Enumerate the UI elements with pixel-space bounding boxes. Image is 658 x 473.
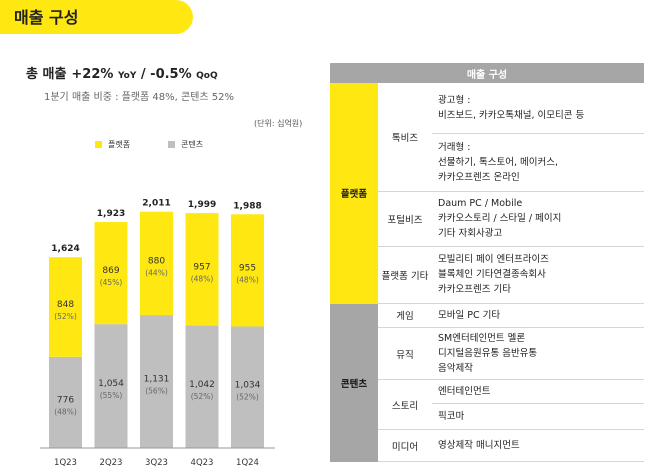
x-tick-label: 2Q23 [100, 458, 123, 468]
bar-platform [49, 257, 82, 357]
platform-value-label: 869 [102, 266, 119, 276]
legend-swatch-platform [95, 141, 102, 148]
row-label-tokbiz: 톡비즈 [378, 83, 432, 192]
revenue-composition-table: 매출 구성 플랫폼 톡비즈 광고형 : 비즈보드, 카카오톡채널, 이모티콘 등 … [330, 63, 644, 462]
legend-content: 콘텐츠 [168, 139, 203, 150]
qoq-label: QoQ [196, 71, 218, 81]
category-content: 콘텐츠 [330, 303, 378, 462]
platform-pct-label: (52%) [54, 312, 77, 321]
legend-swatch-content [168, 141, 175, 148]
row-label-portalbiz: 포털비즈 [378, 191, 432, 247]
legend-platform: 플랫폼 [95, 139, 130, 150]
platform-pct-label: (44%) [145, 268, 168, 277]
title-banner: 매출 구성 [0, 0, 193, 34]
x-tick-label: 1Q23 [54, 458, 77, 468]
bar-platform [185, 213, 219, 326]
content-pct-label: (52%) [191, 392, 214, 401]
total-label: 1,999 [188, 200, 216, 210]
summary-separator: / [140, 67, 146, 82]
total-label: 1,624 [51, 244, 79, 254]
bar-content [49, 356, 82, 448]
unit-note: (단위: 십억원) [254, 119, 303, 128]
content-pct-label: (48%) [54, 407, 77, 416]
content-value-label: 1,131 [144, 375, 170, 385]
row-desc-tokbiz-commerce: 거래형 : 선물하기, 톡스토어, 메이커스, 카카오프렌즈 온라인 [432, 133, 644, 192]
bar-platform [231, 214, 264, 327]
row-desc-story-piccoma: 픽코마 [432, 403, 644, 430]
content-value-label: 1,054 [98, 379, 124, 389]
row-desc-portalbiz: Daum PC / Mobile 카카오스토리 / 스타일 / 페이지 기타 자회사… [432, 191, 644, 247]
table-header: 매출 구성 [330, 63, 644, 83]
platform-pct-label: (48%) [236, 275, 259, 284]
bar-content [185, 325, 219, 448]
category-platform: 플랫폼 [330, 83, 378, 304]
stacked-bar-chart: 1,624 848 (52%) 776 (48%) 1Q23 1,923 869 (45%) 1,… [40, 199, 275, 468]
platform-pct-label: (45%) [100, 278, 123, 287]
legend-label-platform: 플랫폼 [108, 140, 131, 149]
content-pct-label: (55%) [100, 391, 123, 400]
content-value-label: 1,042 [189, 380, 215, 390]
row-label-story: 스토리 [378, 379, 432, 430]
row-desc-game: 모바일 PC 기타 [432, 303, 644, 328]
total-label: 2,011 [142, 199, 170, 209]
x-tick-label: 1Q24 [236, 458, 259, 468]
row-desc-tokbiz-ad: 광고형 : 비즈보드, 카카오톡채널, 이모티콘 등 [432, 83, 644, 134]
platform-pct-label: (48%) [191, 274, 214, 283]
bar-platform [140, 211, 173, 316]
x-tick-label: 4Q23 [191, 458, 214, 468]
row-label-music: 뮤직 [378, 327, 432, 380]
total-label: 1,988 [233, 201, 261, 211]
yoy-value: +22% [71, 67, 114, 82]
row-desc-platform-etc: 모빌리티 페이 엔터프라이즈 블록체인 기타연결종속회사 카카오프렌즈 기타 [432, 246, 644, 304]
row-label-media: 미디어 [378, 429, 432, 462]
bar-content [140, 315, 173, 448]
row-desc-media: 영상제작 매니지먼트 [432, 429, 644, 462]
content-value-label: 776 [57, 395, 74, 405]
content-pct-label: (56%) [145, 387, 168, 396]
content-pct-label: (52%) [236, 392, 259, 401]
platform-value-label: 880 [148, 256, 165, 266]
revenue-summary: 총 매출 +22% YoY / -0.5% QoQ [26, 63, 218, 82]
revenue-mix-note: 1분기 매출 비중 : 플랫폼 48%, 콘텐츠 52% [44, 92, 235, 103]
page-title: 매출 구성 [14, 8, 79, 27]
content-value-label: 1,034 [235, 380, 261, 390]
summary-label: 총 매출 [26, 67, 67, 82]
x-tick-label: 3Q23 [145, 458, 168, 468]
bar-content [231, 326, 264, 448]
row-desc-story-ent: 엔터테인먼트 [432, 379, 644, 404]
platform-value-label: 848 [57, 300, 74, 310]
row-label-game: 게임 [378, 303, 432, 328]
total-label: 1,923 [97, 209, 125, 219]
legend-label-content: 콘텐츠 [181, 140, 204, 149]
bar-platform [94, 222, 128, 325]
platform-value-label: 955 [239, 263, 256, 273]
yoy-label: YoY [117, 71, 137, 81]
bar-content [94, 324, 128, 448]
qoq-value: -0.5% [150, 67, 192, 82]
platform-value-label: 957 [193, 262, 210, 272]
row-label-platform-etc: 플랫폼 기타 [378, 246, 432, 304]
row-desc-music: SM엔터테인먼트 멜론 디지털음원유통 음반유통 음악제작 [432, 327, 644, 380]
